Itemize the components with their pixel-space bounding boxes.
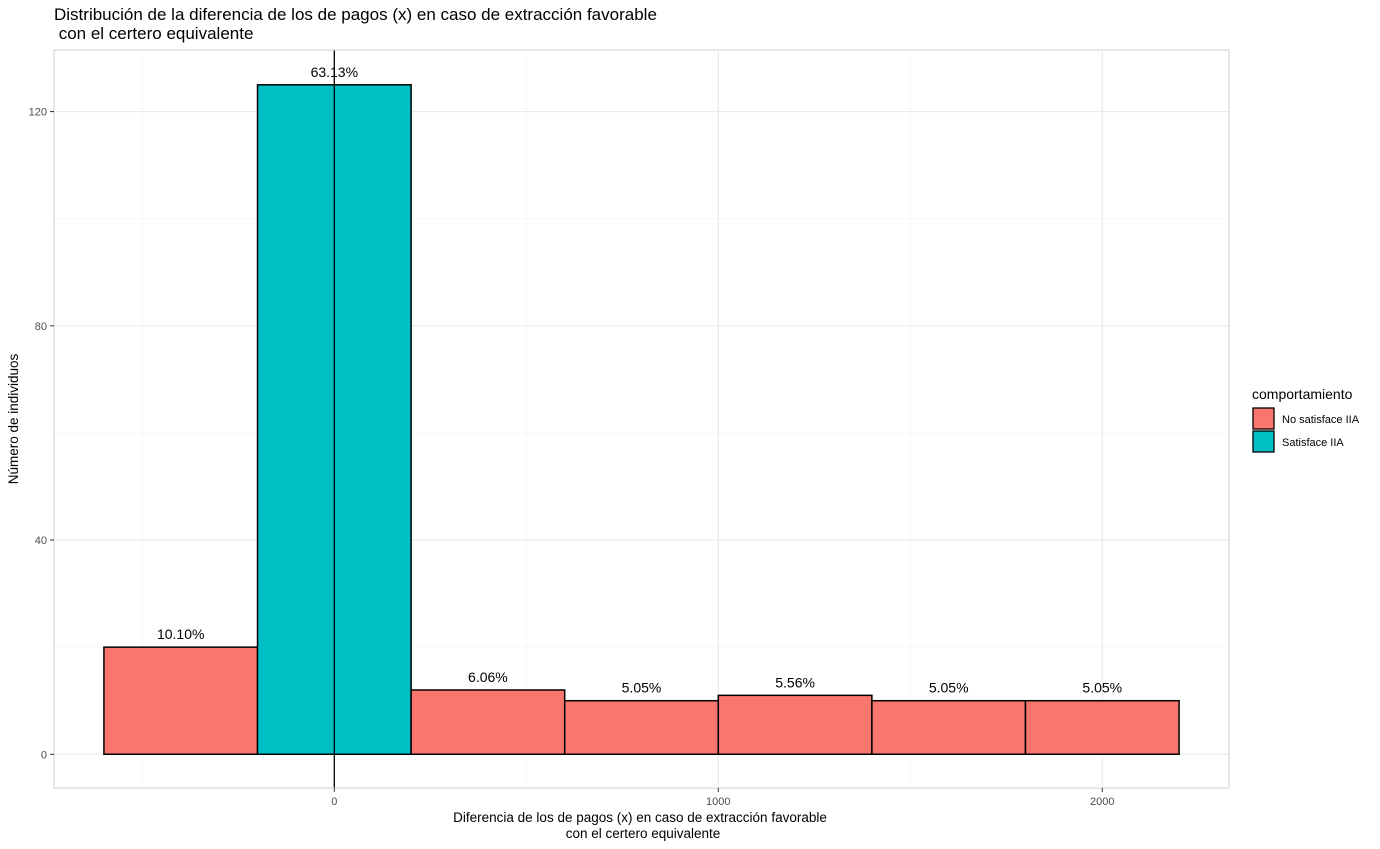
histogram-bar bbox=[563, 699, 720, 756]
bar-percent-label: 63.13% bbox=[311, 64, 358, 80]
y-tick-label: 120 bbox=[29, 107, 47, 119]
legend-key bbox=[1252, 407, 1275, 430]
y-axis-label: Número de individuos bbox=[6, 353, 21, 484]
y-tick-label: 80 bbox=[35, 321, 47, 333]
bar-percent-label: 10.10% bbox=[157, 626, 204, 642]
x-axis-label-line1: Diferencia de los de pagos (x) en caso d… bbox=[453, 810, 827, 825]
x-axis-ticks: 0 1000 2000 bbox=[331, 788, 1115, 808]
histogram-bar bbox=[410, 689, 566, 756]
y-tick-label: 40 bbox=[35, 535, 47, 547]
legend-entries: No satisface IIA Satisface IIA bbox=[1252, 407, 1360, 453]
y-tick-label: 0 bbox=[41, 749, 47, 761]
histogram-bar bbox=[871, 699, 1027, 756]
bar-percent-label: 5.05% bbox=[622, 680, 662, 696]
bar-percent-label: 5.56% bbox=[775, 674, 815, 690]
x-tick-label: 1000 bbox=[706, 796, 730, 808]
legend-entry-label: No satisface IIA bbox=[1282, 414, 1360, 426]
legend-key bbox=[1252, 430, 1275, 453]
y-axis-ticks: 0 40 80 120 bbox=[29, 107, 54, 761]
histogram-bar bbox=[103, 646, 259, 756]
legend-entry-label: Satisface IIA bbox=[1282, 437, 1344, 449]
bar-percent-label: 6.06% bbox=[468, 669, 508, 685]
bar-percent-label: 5.05% bbox=[1082, 680, 1122, 696]
chart-title-line2: con el certero equivalente bbox=[54, 24, 253, 43]
chart-title-line1: Distribución de la diferencia de los de … bbox=[54, 5, 657, 24]
x-tick-label: 2000 bbox=[1090, 796, 1114, 808]
plot-panel-border bbox=[53, 49, 1230, 789]
legend-title: comportamiento bbox=[1252, 386, 1353, 402]
histogram-bar bbox=[1024, 699, 1180, 756]
x-tick-label: 0 bbox=[331, 796, 337, 808]
histogram-bar bbox=[717, 694, 873, 756]
bar-percent-label: 5.05% bbox=[929, 680, 969, 696]
bar-labels-layer: 10.10% 63.13% 6.06% 5.05% 5.56% 5.05% 5.05% bbox=[157, 64, 1122, 696]
legend: comportamiento No satisface IIA Satisface… bbox=[1252, 386, 1360, 453]
x-axis-label-line2: con el certero equivalente bbox=[566, 826, 721, 841]
